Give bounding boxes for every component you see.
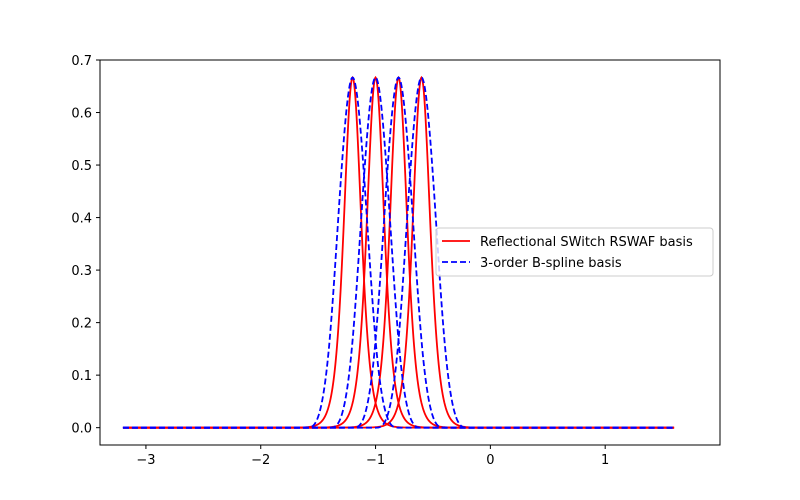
x-tick-label: −1 [366, 453, 385, 468]
x-tick-label: 0 [486, 453, 494, 468]
x-tick-label: 1 [601, 453, 609, 468]
y-tick-label: 0.3 [71, 264, 92, 279]
y-tick-label: 0.5 [71, 159, 92, 174]
x-tick-label: −2 [251, 453, 270, 468]
legend-box [435, 227, 714, 277]
axes-frame [99, 59, 721, 446]
y-tick-label: 0.0 [71, 422, 92, 437]
y-tick-label: 0.1 [71, 369, 92, 384]
x-tick-label: −3 [136, 453, 155, 468]
bspline-curve-3 [122, 76, 675, 429]
y-tick-label: 0.2 [71, 317, 92, 332]
plot-lines [122, 75, 675, 429]
y-tick-label: 0.7 [71, 54, 92, 69]
series-bspline [122, 76, 675, 429]
y-tick-label: 0.6 [71, 107, 92, 122]
legend-label-rswaf: Reflectional SWitch RSWAF basis [480, 235, 693, 250]
legend-label-bspline: 3-order B-spline basis [480, 256, 622, 271]
y-axis: 0.0 0.1 0.2 0.3 0.4 0.5 0.6 0.7 [71, 54, 100, 437]
x-axis: −3 −2 −1 0 1 [136, 445, 609, 468]
legend: Reflectional SWitch RSWAF basis 3-order … [435, 227, 714, 277]
y-tick-label: 0.4 [71, 212, 92, 227]
